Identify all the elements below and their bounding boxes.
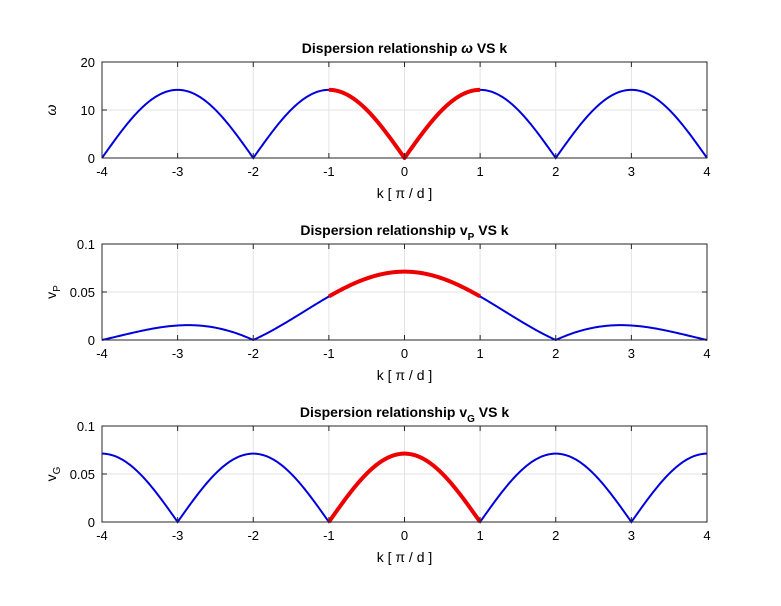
x-tick-label: -1 bbox=[323, 164, 335, 179]
x-tick-label: -3 bbox=[172, 528, 184, 543]
chart-panel-1: -4 -3 -2 -1 0 1 2 3 4 0 10 20 Dispersion relationshi… bbox=[43, 40, 711, 201]
x-tick-label: 0 bbox=[401, 346, 408, 361]
y-tick-label: 0 bbox=[88, 151, 95, 166]
x-tick-label: 2 bbox=[552, 164, 559, 179]
chart-title: Dispersion relationship vP VS k bbox=[300, 222, 508, 243]
chart-panel-2: -4 -3 -2 -1 0 1 2 3 4 0 0.05 0.1 Dispersion relation… bbox=[43, 222, 711, 383]
y-tick-label: 0.05 bbox=[70, 467, 95, 482]
x-tick-label: 4 bbox=[703, 346, 710, 361]
y-tick-label: 20 bbox=[81, 55, 95, 70]
x-tick-label: 1 bbox=[477, 346, 484, 361]
y-axis-label: vP bbox=[43, 285, 63, 299]
y-tick-label: 0.05 bbox=[70, 285, 95, 300]
x-tick-label: -4 bbox=[96, 528, 108, 543]
x-tick-label: -4 bbox=[96, 346, 108, 361]
x-tick-label: 0 bbox=[401, 528, 408, 543]
x-tick-label: 3 bbox=[628, 528, 635, 543]
x-tick-label: -2 bbox=[247, 528, 259, 543]
x-tick-label: 4 bbox=[703, 164, 710, 179]
y-tick-label: 0 bbox=[88, 333, 95, 348]
y-tick-label: 0.1 bbox=[77, 237, 95, 252]
x-tick-label: -1 bbox=[323, 346, 335, 361]
x-tick-label: 3 bbox=[628, 346, 635, 361]
x-tick-label: -4 bbox=[96, 164, 108, 179]
y-axis-label: ω bbox=[43, 104, 59, 115]
series-line-highlight bbox=[327, 451, 482, 524]
chart-panel-3: -4 -3 -2 -1 0 1 2 3 4 0 0.05 0.1 Dispersion relation… bbox=[43, 404, 711, 565]
x-tick-label: -2 bbox=[247, 346, 259, 361]
x-tick-label: 3 bbox=[628, 164, 635, 179]
chart-title: Dispersion relationship vG VS k bbox=[300, 404, 510, 425]
x-tick-label: 1 bbox=[477, 528, 484, 543]
x-tick-label: 1 bbox=[477, 164, 484, 179]
x-tick-label: -3 bbox=[172, 346, 184, 361]
series-line-highlight bbox=[327, 269, 482, 299]
y-tick-label: 0 bbox=[88, 515, 95, 530]
x-tick-label: 4 bbox=[703, 528, 710, 543]
x-tick-label: -1 bbox=[323, 528, 335, 543]
x-tick-label: 0 bbox=[401, 164, 408, 179]
y-tick-label: 0.1 bbox=[77, 419, 95, 434]
x-axis-label: k [ π / d ] bbox=[377, 367, 433, 383]
x-tick-label: 2 bbox=[552, 346, 559, 361]
x-tick-label: -2 bbox=[247, 164, 259, 179]
x-tick-label: -3 bbox=[172, 164, 184, 179]
y-tick-label: 10 bbox=[81, 103, 95, 118]
y-axis-label: vG bbox=[43, 466, 63, 481]
x-axis-label: k [ π / d ] bbox=[377, 185, 433, 201]
x-axis-label: k [ π / d ] bbox=[377, 549, 433, 565]
chart-title: Dispersion relationship ω VS k bbox=[302, 40, 508, 56]
x-tick-label: 2 bbox=[552, 528, 559, 543]
